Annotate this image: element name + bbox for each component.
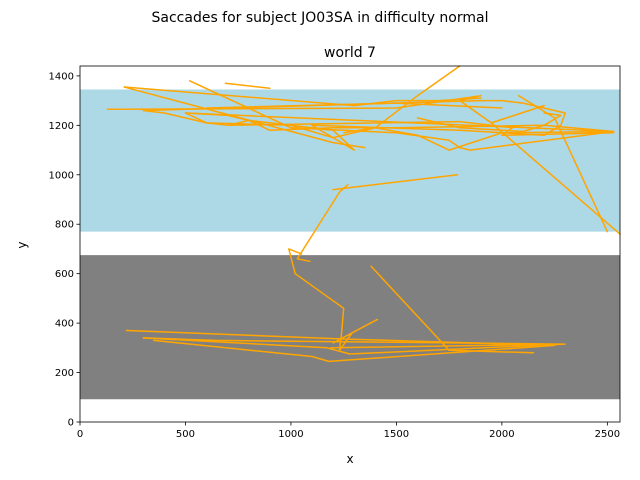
chart-title: world 7	[324, 45, 376, 61]
y-tick-label-1400: 1400	[49, 71, 74, 82]
saccade-path-16	[296, 183, 349, 263]
y-tick-label-200: 200	[55, 368, 74, 379]
plot-area: 0 500 1000 1500 2000 2500 0 200 400 600 800 1000 120…	[49, 65, 621, 440]
y-tick-label-400: 400	[55, 319, 74, 330]
y-tick-label-600: 600	[55, 269, 74, 280]
saccade-path-2	[184, 112, 355, 151]
x-tick-label-0: 0	[77, 429, 83, 440]
y-tick-label-1200: 1200	[49, 121, 74, 132]
saccade-path-11	[123, 86, 482, 107]
saccade-path-4	[184, 80, 615, 151]
x-axis-label: x	[346, 452, 353, 466]
y-tick-label-0: 0	[68, 418, 74, 429]
saccade-path-14	[226, 120, 615, 136]
saccade-path-17	[288, 248, 379, 352]
saccade-path-18	[370, 265, 535, 354]
y-tick-label-800: 800	[55, 220, 74, 231]
x-tick-label-2000: 2000	[489, 429, 514, 440]
saccade-path-1	[142, 99, 566, 136]
saccade-path-13	[518, 94, 609, 233]
saccade-path-8	[490, 104, 545, 124]
figure-suptitle: Saccades for subject JO03SA in difficult…	[152, 10, 489, 26]
saccade-path-12	[123, 86, 366, 149]
x-tick-label-1000: 1000	[278, 429, 303, 440]
y-tick-label-1000: 1000	[49, 170, 74, 181]
saccade-path-21	[142, 337, 566, 355]
x-tick-label-1500: 1500	[384, 429, 409, 440]
y-axis-label: y	[15, 241, 29, 248]
saccade-path-15	[332, 174, 459, 191]
region-band-1	[80, 255, 620, 400]
saccade-path-5	[224, 82, 271, 90]
saccade-path-9	[490, 122, 621, 235]
x-tick-label-2500: 2500	[595, 429, 620, 440]
saccade-path-7	[106, 94, 493, 124]
x-tick-label-500: 500	[176, 429, 195, 440]
axes-frame	[79, 65, 621, 423]
saccade-path-20	[125, 329, 556, 363]
saccade-path-10	[416, 112, 562, 133]
region-band-0	[80, 89, 620, 232]
